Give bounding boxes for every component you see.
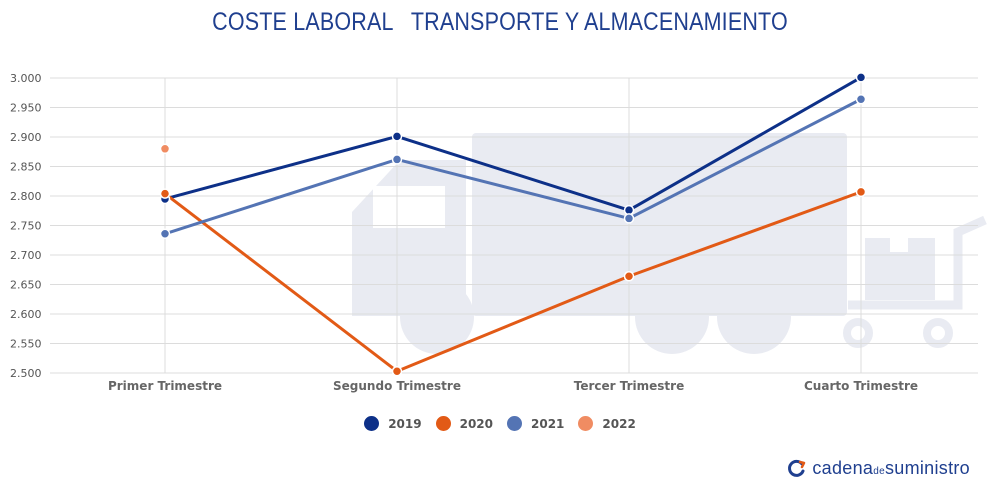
brand-name: cadenadesuministro bbox=[812, 458, 970, 478]
chart-title: COSTE LABORAL TRANSPORTE Y ALMACENAMIENT… bbox=[212, 8, 788, 36]
y-tick-label: 2.600 bbox=[10, 308, 42, 321]
data-point-2021 bbox=[855, 93, 867, 105]
y-tick-label: 2.500 bbox=[10, 367, 42, 380]
legend-marker bbox=[364, 416, 380, 431]
x-axis: Primer Trimestre Segundo Trimestre Tercer … bbox=[108, 379, 918, 393]
series-lines bbox=[164, 76, 862, 373]
data-point-2021 bbox=[623, 213, 635, 224]
series-line-2019 bbox=[164, 76, 862, 212]
y-tick-label: 2.900 bbox=[10, 131, 42, 144]
series-line-2020 bbox=[164, 190, 862, 373]
data-point-2020 bbox=[855, 186, 867, 198]
legend-item-2022[interactable]: 2022 bbox=[578, 416, 636, 431]
y-tick-label: 2.550 bbox=[10, 338, 42, 351]
data-point-2020 bbox=[159, 188, 171, 199]
y-tick-label: 2.650 bbox=[10, 279, 42, 292]
y-tick-label: 2.950 bbox=[10, 102, 42, 115]
y-tick-label: 3.000 bbox=[10, 72, 42, 85]
legend-label: 2019 bbox=[388, 416, 422, 431]
data-point-2021 bbox=[391, 154, 403, 165]
legend-marker bbox=[435, 416, 451, 431]
data-point-2019 bbox=[855, 72, 867, 83]
legend-item-2020[interactable]: 2020 bbox=[435, 416, 493, 431]
y-tick-label: 2.800 bbox=[10, 190, 42, 203]
y-axis: 2.500 2.550 2.600 2.650 2.700 2.750 2.800 2.850… bbox=[10, 72, 42, 380]
legend: 2019 2020 2021 2022 bbox=[0, 416, 1000, 431]
legend-label: 2021 bbox=[531, 416, 565, 431]
y-tick-label: 2.750 bbox=[10, 220, 42, 233]
legend-label: 2020 bbox=[459, 416, 493, 431]
series-points bbox=[159, 72, 867, 377]
brand-swirl-icon bbox=[788, 459, 806, 477]
legend-label: 2022 bbox=[602, 416, 636, 431]
y-tick-label: 2.700 bbox=[10, 249, 42, 262]
data-point-2019 bbox=[391, 131, 403, 142]
data-point-2020 bbox=[391, 365, 403, 377]
x-tick-label: Segundo Trimestre bbox=[333, 379, 461, 393]
y-tick-label: 2.850 bbox=[10, 161, 42, 174]
data-point-2020 bbox=[623, 270, 635, 282]
legend-item-2021[interactable]: 2021 bbox=[507, 416, 564, 431]
brand-logo: cadenadesuministro bbox=[786, 458, 970, 479]
x-tick-label: Tercer Trimestre bbox=[574, 379, 684, 393]
x-tick-label: Cuarto Trimestre bbox=[804, 379, 918, 393]
data-point-2021 bbox=[159, 228, 171, 240]
line-chart: 2.500 2.550 2.600 2.650 2.700 2.750 2.800 2.850… bbox=[10, 72, 987, 393]
data-point-2022 bbox=[159, 143, 171, 155]
series-line-2021 bbox=[164, 97, 862, 236]
grid-lines bbox=[50, 77, 978, 374]
legend-item-2019[interactable]: 2019 bbox=[364, 416, 422, 431]
legend-marker bbox=[507, 416, 522, 431]
legend-marker bbox=[578, 416, 594, 431]
x-tick-label: Primer Trimestre bbox=[108, 379, 222, 393]
